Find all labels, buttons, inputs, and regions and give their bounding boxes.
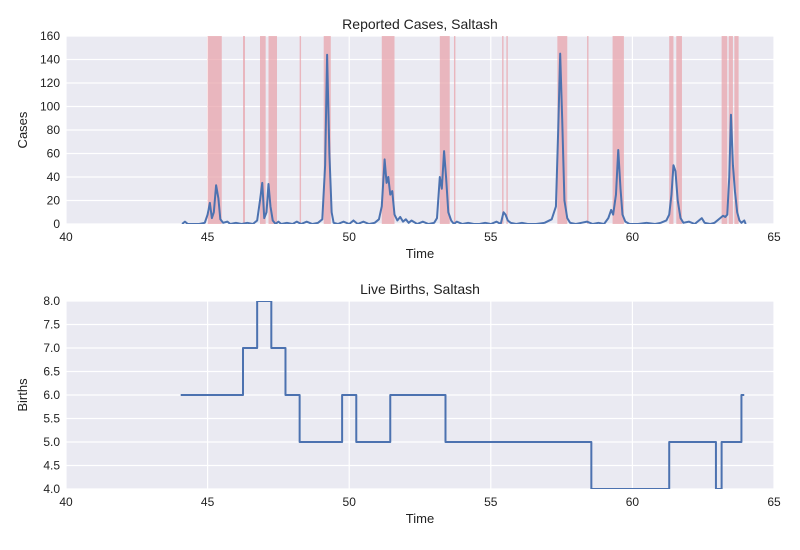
births-y-tick-label: 6.5 — [43, 365, 60, 379]
births-y-tick-label: 6.0 — [43, 388, 60, 402]
cases-y-tick-label: 60 — [47, 147, 61, 161]
cases-x-tick-label: 60 — [626, 230, 640, 244]
shaded-interval — [207, 36, 222, 224]
shaded-interval — [259, 36, 266, 224]
births-chart: 40 45 50 55 60 65 4.0 4.5 5.0 5.5 6.0 6.5 7.0 7.5 8.0 L… — [15, 281, 781, 526]
births-x-tick-label: 55 — [484, 495, 498, 509]
shaded-interval — [506, 36, 508, 224]
cases-x-tick-label: 65 — [767, 230, 781, 244]
cases-y-tick-label: 100 — [40, 100, 60, 114]
shaded-interval — [734, 36, 739, 224]
births-y-tick-label: 5.0 — [43, 435, 60, 449]
births-series-line — [180, 301, 745, 489]
shaded-interval — [439, 36, 450, 224]
births-x-axis-label: Time — [406, 511, 434, 526]
shaded-interval — [299, 36, 302, 224]
shaded-interval — [587, 36, 589, 224]
births-y-tick-label: 4.0 — [43, 482, 60, 496]
cases-y-tick-label: 40 — [47, 170, 61, 184]
births-y-tick-label: 7.5 — [43, 318, 60, 332]
births-chart-title: Live Births, Saltash — [360, 281, 480, 297]
cases-y-tick-label: 120 — [40, 76, 60, 90]
births-y-tick-label: 7.0 — [43, 341, 60, 355]
shaded-interval — [669, 36, 674, 224]
cases-y-tick-label: 20 — [47, 194, 61, 208]
cases-y-axis-label: Cases — [15, 111, 30, 148]
shaded-interval — [502, 36, 504, 224]
cases-chart: 40 45 50 55 60 65 0 20 40 60 80 100 120 140 160 Reporte… — [15, 16, 781, 261]
shaded-interval — [268, 36, 277, 224]
shaded-interval — [243, 36, 245, 224]
births-y-axis-label: Births — [15, 378, 30, 412]
births-y-tick-label: 4.5 — [43, 459, 60, 473]
cases-x-tick-label: 50 — [343, 230, 357, 244]
shaded-interval — [676, 36, 682, 224]
cases-chart-title: Reported Cases, Saltash — [342, 16, 498, 32]
births-x-tick-label: 60 — [626, 495, 640, 509]
cases-y-tick-label: 140 — [40, 53, 60, 67]
cases-x-tick-label: 55 — [484, 230, 498, 244]
cases-x-axis-label: Time — [406, 246, 434, 261]
shaded-interval — [381, 36, 395, 224]
shaded-interval — [721, 36, 728, 224]
cases-x-tick-label: 45 — [201, 230, 215, 244]
births-y-tick-label: 8.0 — [43, 294, 60, 308]
shaded-interval — [612, 36, 624, 224]
cases-y-tick-label: 0 — [53, 217, 60, 231]
cases-y-tick-label: 80 — [47, 123, 61, 137]
shaded-interval — [323, 36, 331, 224]
births-x-tick-label: 40 — [59, 495, 73, 509]
cases-y-tick-label: 160 — [40, 29, 60, 43]
births-x-tick-label: 45 — [201, 495, 215, 509]
cases-series-line — [181, 52, 747, 224]
births-x-tick-label: 50 — [343, 495, 357, 509]
births-x-tick-label: 65 — [767, 495, 781, 509]
shaded-interval — [453, 36, 456, 224]
births-y-tick-label: 5.5 — [43, 412, 60, 426]
cases-x-tick-label: 40 — [59, 230, 73, 244]
